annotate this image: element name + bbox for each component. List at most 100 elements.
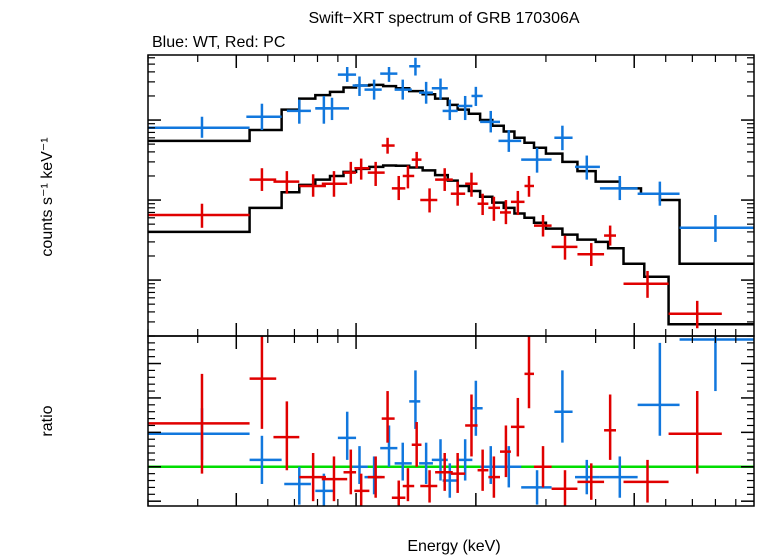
spectrum-panel-frame <box>147 54 755 337</box>
spectrum-wt-point <box>637 181 680 206</box>
spectrum-pc-point <box>450 181 466 206</box>
spectrum-pc-point <box>354 158 370 180</box>
spectrum-pc-point <box>524 175 535 197</box>
spectrum-wt-point <box>364 79 382 100</box>
chart-title: Swift−XRT spectrum of GRB 170306A <box>308 10 579 27</box>
ratio-wt-ratio-point <box>575 459 600 495</box>
spectrum-pc-point <box>477 193 489 216</box>
spectrum-pc-point <box>510 190 525 216</box>
ratio-wt-ratio-point <box>364 456 382 495</box>
y-axis-title-ratio: ratio <box>39 405 56 436</box>
ratio-pc-ratio-point <box>420 470 438 503</box>
spectrum-wt-point <box>599 175 638 201</box>
ratio-pc-ratio-point <box>623 459 669 503</box>
spectrum-pc-point <box>343 161 357 184</box>
spectrum-pc-point <box>299 174 326 197</box>
ratio-wt-ratio-point <box>337 411 357 460</box>
ratio-pc-ratio-point <box>381 391 395 443</box>
ratio-pc-ratio-point <box>524 336 535 409</box>
spectrum-wt-point <box>337 67 357 82</box>
ratio-wt-ratio-point <box>471 380 483 436</box>
ratio-pc-ratio-point <box>343 449 357 495</box>
spectrum-wt-point <box>286 99 311 124</box>
ratio-pc-ratio-point <box>273 401 300 471</box>
ratio-pc-ratio-point <box>249 336 277 429</box>
ratio-pc-ratio-point <box>551 470 578 506</box>
ratio-wt-ratio-point <box>419 442 433 484</box>
spectrum-wt-point <box>498 130 522 152</box>
y-axis-title-spectrum: counts s⁻¹ keV⁻¹ <box>39 137 56 256</box>
ratio-pc-ratio-point <box>577 463 605 500</box>
spectrum-pc-point <box>273 171 300 194</box>
ratio-wt-ratio-point <box>394 442 412 481</box>
spectrum-pc-point <box>604 225 617 246</box>
ratio-wt-ratio-point <box>498 446 522 488</box>
spectrum-wt-point <box>394 79 412 100</box>
ratio-pc-ratio-point <box>148 373 250 474</box>
ratio-pc-ratio-point <box>299 453 326 502</box>
spectrum-wt-point <box>575 155 600 180</box>
spectrum-wt-point <box>471 86 483 106</box>
spectrum-panel-marks <box>148 57 754 329</box>
chart-subtitle: Blue: WT, Red: PC <box>152 34 285 51</box>
spectrum-pc-point <box>249 168 277 191</box>
ratio-wt-ratio-point <box>599 456 638 498</box>
ratio-pc-ratio-point <box>411 422 422 467</box>
spectrum-wt-point <box>380 67 398 82</box>
ratio-wt-ratio-point <box>554 370 573 443</box>
ratio-pc-ratio-point <box>668 391 722 474</box>
spectrum-pc-point <box>435 168 453 191</box>
spectrum-wt-point <box>521 147 552 173</box>
spectrum-wt-point <box>442 99 458 121</box>
spectrum-wt-point <box>554 125 573 151</box>
spectrum-wt-point <box>679 215 754 242</box>
spectrum-wt-point <box>409 57 421 76</box>
spectrum-wt-point <box>431 78 448 100</box>
ratio-wt-ratio-point <box>284 466 311 505</box>
ratio-pc-ratio-point <box>488 456 501 498</box>
spectrum-wt-point <box>148 116 250 138</box>
ratio-wt-ratio-point <box>637 342 680 436</box>
ratio-pc-ratio-point <box>500 425 511 478</box>
pc-model-step-line <box>148 164 754 326</box>
ratio-pc-ratio-point <box>402 468 415 502</box>
spectrum-wt-point <box>315 97 350 121</box>
spectrum-pc-point <box>577 243 605 266</box>
ratio-pc-ratio-point <box>604 394 617 460</box>
spectrum-wt-point <box>480 110 501 133</box>
ratio-wt-ratio-point <box>521 470 552 505</box>
spectrum-pc-point <box>321 171 348 197</box>
spectrum-pc-point <box>402 165 415 189</box>
spectrum-pc-point <box>391 175 406 201</box>
ratio-wt-ratio-point <box>352 446 368 484</box>
spectrum-pc-point <box>551 235 578 260</box>
spectrum-wt-point <box>352 76 368 96</box>
ratio-wt-ratio-point <box>380 425 398 467</box>
ratio-pc-ratio-point <box>321 456 348 502</box>
spectrum-pc-point <box>534 215 552 237</box>
ratio-panel-frame <box>147 335 755 507</box>
ratio-pc-ratio-point <box>534 446 552 488</box>
spectrum-wt-point <box>246 103 282 131</box>
ratio-pc-ratio-point <box>435 453 453 491</box>
spectrum-pc-point <box>465 172 478 197</box>
spectrum-wt-point <box>419 81 433 104</box>
ratio-pc-ratio-point <box>477 449 489 491</box>
ratio-pc-ratio-point <box>450 453 466 493</box>
ratio-wt-ratio-point <box>409 370 421 429</box>
ratio-pc-ratio-point <box>367 456 385 498</box>
x-axis-title: Energy (keV) <box>407 538 500 555</box>
ratio-pc-ratio-point <box>510 397 525 457</box>
spectrum-pc-point <box>668 300 722 329</box>
ratio-wt-ratio-point <box>249 435 282 484</box>
spectrum-pc-point <box>500 200 511 225</box>
spectrum-pc-point <box>148 203 250 228</box>
ratio-wt-ratio-point <box>148 408 250 460</box>
ratio-pc-ratio-point <box>354 473 370 506</box>
spectrum-wt-point <box>457 95 473 121</box>
spectrum-pc-point <box>367 161 385 186</box>
ratio-panel-marks <box>148 336 754 506</box>
spectrum-pc-point <box>381 137 395 154</box>
spectrum-pc-point <box>488 196 501 221</box>
